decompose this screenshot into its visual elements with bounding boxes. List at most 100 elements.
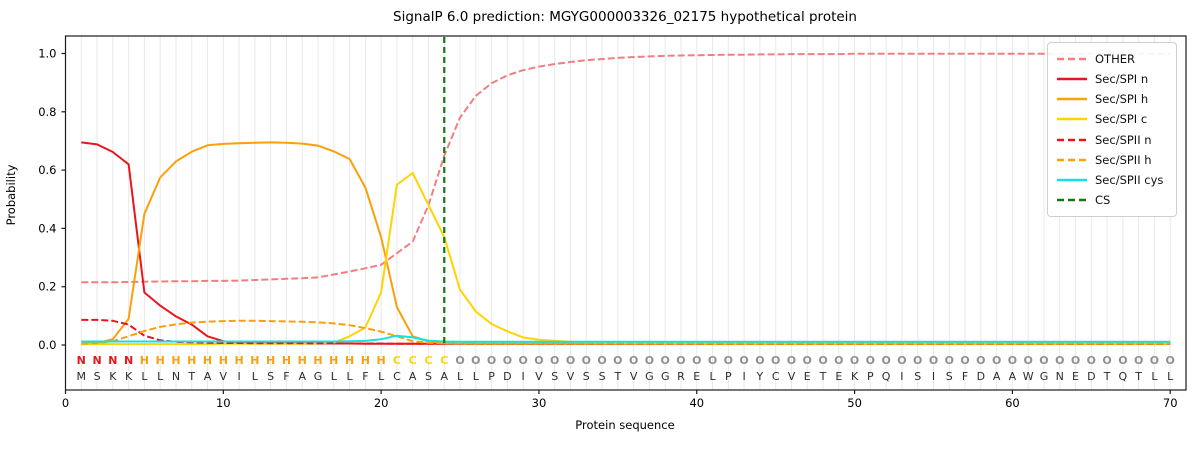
sequence-letter: L bbox=[473, 370, 480, 383]
sequence-letter: G bbox=[645, 370, 654, 383]
legend-line-sample bbox=[1057, 138, 1087, 141]
series-sec-spii-cys bbox=[81, 334, 1171, 343]
series-sec-spi-c bbox=[81, 172, 1171, 346]
sequence-letter: Q bbox=[882, 370, 891, 383]
region-letter: O bbox=[881, 354, 890, 367]
region-letter: O bbox=[455, 354, 464, 367]
x-tick-label: 50 bbox=[847, 396, 862, 410]
gridlines bbox=[80, 36, 1171, 390]
region-letter: H bbox=[282, 354, 291, 367]
sequence-letter: A bbox=[993, 370, 1001, 383]
sequence-letter: V bbox=[220, 370, 228, 383]
legend-line-sample bbox=[1057, 77, 1087, 81]
sequence-letter: P bbox=[725, 370, 732, 383]
sequence-letter: D bbox=[1087, 370, 1095, 383]
legend-label: Sec/SPII n bbox=[1095, 132, 1152, 147]
sequence-letter: E bbox=[835, 370, 842, 383]
legend-label: Sec/SPI h bbox=[1095, 92, 1149, 107]
region-letter: O bbox=[1118, 354, 1127, 367]
legend-line-sample bbox=[1057, 118, 1087, 121]
y-tick-label: 0.6 bbox=[38, 163, 56, 177]
chart-title: SignalP 6.0 prediction: MGYG000003326_02… bbox=[393, 9, 857, 25]
region-letter: O bbox=[1102, 354, 1111, 367]
region-letter: O bbox=[597, 354, 606, 367]
region-letter: H bbox=[219, 354, 228, 367]
y-axis: 0.0 0.2 0.4 0.6 0.8 1.0 bbox=[38, 47, 66, 352]
sequence-letter: C bbox=[772, 370, 780, 383]
sequence-letter: F bbox=[362, 370, 368, 383]
sequence-letter: P bbox=[488, 370, 495, 383]
sequence-letter: F bbox=[962, 370, 968, 383]
region-letter: O bbox=[566, 354, 575, 367]
sequence-letter: T bbox=[1103, 370, 1111, 383]
region-letter: O bbox=[818, 354, 827, 367]
sequence-letter: L bbox=[709, 370, 716, 383]
region-letter: O bbox=[897, 354, 906, 367]
legend-item-sec-spii-h: Sec/SPII h bbox=[1057, 150, 1170, 170]
sequence-letter: I bbox=[742, 370, 745, 383]
sequence-letter: T bbox=[819, 370, 827, 383]
region-letter: O bbox=[755, 354, 764, 367]
sequence-letter: S bbox=[551, 370, 558, 383]
region-letter: O bbox=[550, 354, 559, 367]
legend-label: Sec/SPII cys bbox=[1095, 172, 1164, 187]
legend-label: Sec/SPII h bbox=[1095, 152, 1152, 167]
legend-label: CS bbox=[1095, 192, 1111, 207]
region-letter: H bbox=[140, 354, 149, 367]
series-sec-spi-h bbox=[81, 141, 1171, 345]
region-letter: O bbox=[1071, 354, 1080, 367]
sequence-letter: L bbox=[347, 370, 354, 383]
sequence-letter: D bbox=[503, 370, 511, 383]
sequence-letter: I bbox=[932, 370, 935, 383]
sequence-letter: E bbox=[693, 370, 700, 383]
sequence-letter: N bbox=[172, 370, 180, 383]
region-letter: O bbox=[1055, 354, 1064, 367]
legend-label: OTHER bbox=[1095, 52, 1135, 67]
region-letter: O bbox=[929, 354, 938, 367]
legend: OTHER Sec/SPI n Sec/SPI h Sec/SPI c Sec/SPII… bbox=[1047, 42, 1177, 217]
region-letter: O bbox=[518, 354, 527, 367]
sequence-letter: L bbox=[141, 370, 148, 383]
legend-item-sec-spi-h: Sec/SPI h bbox=[1057, 89, 1170, 109]
sequence-letter: G bbox=[1040, 370, 1049, 383]
region-letter: O bbox=[992, 354, 1001, 367]
sequence-letter: S bbox=[94, 370, 101, 383]
region-letter: C bbox=[409, 354, 417, 367]
region-letter: H bbox=[266, 354, 275, 367]
region-letter: O bbox=[503, 354, 512, 367]
region-letter: O bbox=[1150, 354, 1159, 367]
region-letter: O bbox=[834, 354, 843, 367]
sequence-letter: V bbox=[788, 370, 796, 383]
region-letter: N bbox=[124, 354, 133, 367]
series-sec-spii-h bbox=[81, 319, 1171, 345]
sequence-letter: R bbox=[677, 370, 685, 383]
region-letter: C bbox=[440, 354, 448, 367]
sequence-letter: A bbox=[1009, 370, 1017, 383]
x-tick-label: 20 bbox=[374, 396, 389, 410]
region-letter: O bbox=[471, 354, 480, 367]
region-letter: C bbox=[393, 354, 401, 367]
legend-item-sec-spii-cys: Sec/SPII cys bbox=[1057, 170, 1170, 190]
sequence-letter: S bbox=[425, 370, 432, 383]
region-letter: H bbox=[298, 354, 307, 367]
sequence-letter: G bbox=[661, 370, 670, 383]
sequence-letter: L bbox=[378, 370, 385, 383]
sequence-letter: S bbox=[914, 370, 921, 383]
series-other bbox=[81, 52, 1171, 284]
region-letter: H bbox=[377, 354, 386, 367]
region-letter: H bbox=[156, 354, 165, 367]
region-letter: O bbox=[803, 354, 812, 367]
region-letter: H bbox=[329, 354, 338, 367]
sequence-letter: I bbox=[522, 370, 525, 383]
region-letter: N bbox=[108, 354, 117, 367]
region-letter: O bbox=[787, 354, 796, 367]
legend-line-sample bbox=[1057, 98, 1087, 101]
legend-line-sample bbox=[1057, 158, 1087, 161]
region-letter: H bbox=[313, 354, 322, 367]
region-letter: O bbox=[708, 354, 717, 367]
sequence-letter: S bbox=[267, 370, 274, 383]
region-letter: H bbox=[250, 354, 259, 367]
region-letter: C bbox=[424, 354, 432, 367]
region-letter: O bbox=[692, 354, 701, 367]
